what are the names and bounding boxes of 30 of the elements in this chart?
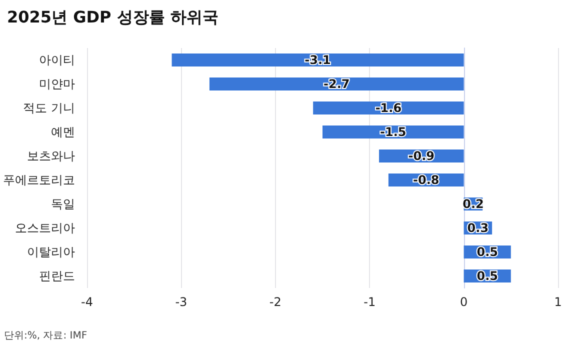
y-tick-label: 보츠와나 <box>27 149 75 163</box>
y-tick-label: 오스트리아 <box>15 221 75 235</box>
x-tick-label: -2 <box>269 295 282 309</box>
y-tick-label: 핀란드 <box>39 269 75 283</box>
y-tick-label: 미얀마 <box>39 77 75 91</box>
y-tick-label: 아이티 <box>39 53 75 67</box>
bar <box>172 54 464 66</box>
x-tick-label: -3 <box>175 295 188 309</box>
x-tick-label: 0 <box>460 295 468 309</box>
y-tick-label: 독일 <box>51 197 75 211</box>
data-label: -1.6 <box>375 101 402 115</box>
data-label: -1.5 <box>380 125 406 139</box>
data-label: 0.5 <box>476 245 498 259</box>
data-label: -2.7 <box>324 77 350 91</box>
y-tick-label: 푸에르토리코 <box>3 173 75 187</box>
data-label: 0.5 <box>476 269 498 283</box>
y-tick-label: 이탈리아 <box>27 245 75 259</box>
x-tick-label: 1 <box>554 295 562 309</box>
text: 단위:%, 자료: IMF <box>4 330 88 342</box>
bar <box>313 102 464 114</box>
x-tick-label: -1 <box>364 295 376 309</box>
y-tick-label: 적도 기니 <box>23 101 75 115</box>
bar <box>209 78 464 90</box>
x-tick-label: -4 <box>81 295 93 309</box>
y-tick-label: 예멘 <box>51 125 75 139</box>
data-label: -3.1 <box>304 53 331 67</box>
chart-title: 2025년 GDP 성장률 하위국 <box>7 8 218 26</box>
data-label: -0.9 <box>408 149 435 163</box>
data-label: -0.8 <box>412 173 440 187</box>
data-label: 0.3 <box>467 221 489 235</box>
